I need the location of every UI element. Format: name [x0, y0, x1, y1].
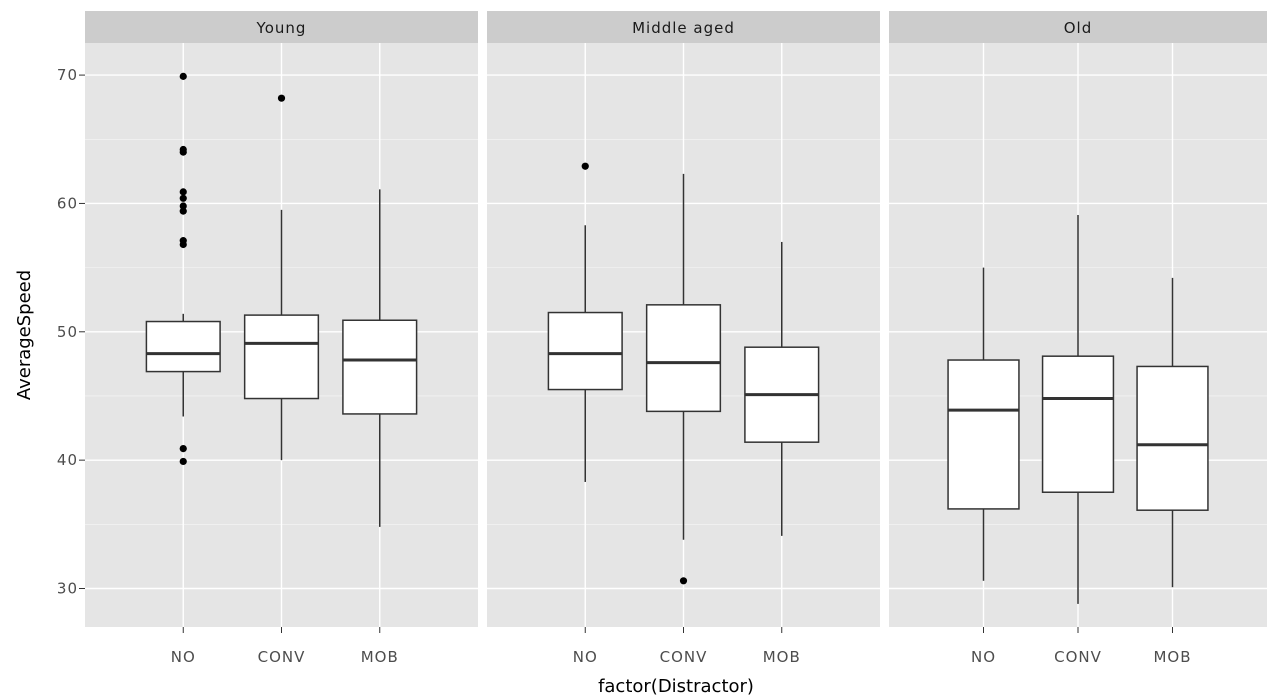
box-no — [145, 320, 221, 373]
y-tick-label: 60 — [57, 194, 78, 212]
x-tick-label: CONV — [1054, 648, 1102, 666]
facet-strip — [85, 11, 478, 43]
x-tick-label: MOB — [763, 648, 801, 666]
x-tick-label: CONV — [258, 648, 306, 666]
outlier-point — [179, 444, 187, 453]
y-tick-label: 50 — [57, 323, 78, 341]
facet-strip-label: Old — [1064, 19, 1093, 37]
y-tick-label: 40 — [57, 451, 78, 469]
outlier-point — [179, 202, 187, 210]
facet-strip — [487, 11, 880, 43]
facet-strip — [889, 11, 1267, 43]
outlier-point — [179, 188, 187, 196]
outlier-point — [179, 457, 187, 466]
box-conv — [243, 314, 320, 400]
box-mob — [1136, 365, 1209, 511]
box-no — [547, 311, 623, 391]
x-tick-label: NO — [171, 648, 196, 666]
x-tick-label: MOB — [361, 648, 399, 666]
box-conv — [645, 304, 722, 413]
outlier-point — [277, 94, 286, 102]
outlier-point — [179, 148, 187, 156]
x-tick-label: NO — [573, 648, 598, 666]
outlier-point — [179, 207, 187, 215]
outlier-point — [179, 194, 187, 202]
x-tick-label: CONV — [660, 648, 708, 666]
outlier-point — [179, 240, 187, 249]
x-tick-label: MOB — [1153, 648, 1191, 666]
facet-strip-label: Middle aged — [632, 19, 735, 37]
x-tick-label: NO — [971, 648, 996, 666]
box-mob — [342, 319, 418, 415]
outlier-point — [679, 577, 688, 585]
outlier-point — [581, 162, 589, 170]
box-conv — [1041, 355, 1115, 493]
x-axis-title: factor(Distractor) — [598, 676, 754, 697]
facet-strip-label: Young — [256, 19, 307, 37]
outlier-point — [179, 72, 187, 80]
y-axis-title: AverageSpeed — [14, 270, 35, 400]
y-tick-label: 30 — [57, 579, 78, 597]
box-no — [947, 359, 1020, 510]
y-tick-label: 70 — [57, 66, 78, 84]
